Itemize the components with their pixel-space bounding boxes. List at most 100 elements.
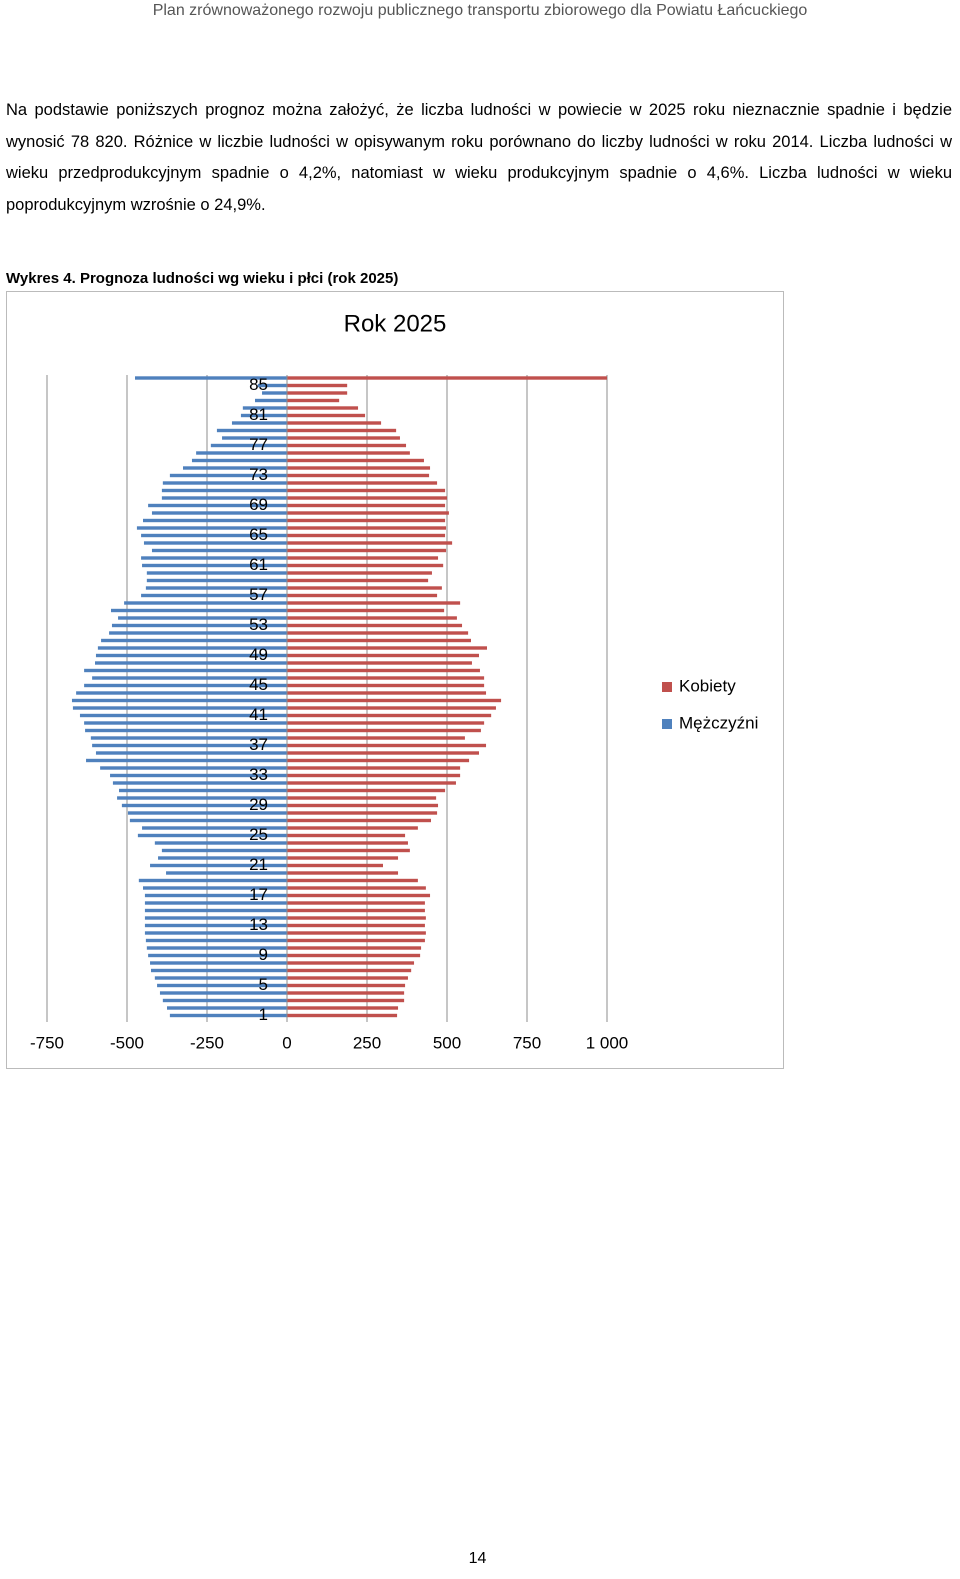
- bar: [141, 533, 287, 538]
- bar: [79, 713, 288, 718]
- bar: [287, 383, 348, 388]
- bar: [141, 556, 287, 560]
- bar: [287, 616, 457, 620]
- bar: [287, 841, 408, 845]
- bar: [95, 661, 287, 665]
- bar: [287, 721, 485, 725]
- bar: [118, 616, 287, 620]
- bar: [151, 968, 287, 973]
- bar: [158, 856, 287, 860]
- bar: [92, 743, 288, 748]
- bar: [97, 646, 287, 650]
- bar: [287, 488, 446, 493]
- bar: [124, 601, 288, 605]
- bar: [76, 691, 288, 695]
- bar: [287, 571, 432, 575]
- bar: [231, 421, 287, 425]
- y-tick-label: 81: [249, 405, 268, 424]
- paragraph: Na podstawie poniższych prognoz można za…: [6, 101, 952, 214]
- bar: [287, 961, 415, 965]
- y-tick-label: 65: [249, 525, 268, 544]
- bar: [287, 991, 405, 995]
- bar: [287, 1006, 399, 1010]
- bar: [119, 788, 287, 793]
- bar: [287, 443, 407, 448]
- y-tick-label: 57: [249, 585, 268, 604]
- bar: [287, 481, 438, 485]
- bar: [84, 721, 288, 725]
- bar: [287, 946, 422, 950]
- bar: [90, 736, 287, 740]
- bar: [287, 796, 437, 800]
- x-tick-label: -250: [190, 1033, 224, 1052]
- y-tick-label: 17: [249, 885, 268, 904]
- bar: [287, 466, 431, 470]
- bar: [287, 473, 430, 478]
- bar: [138, 878, 287, 883]
- chart-title: Rok 2025: [344, 310, 447, 337]
- bar: [162, 481, 287, 485]
- bar: [287, 916, 426, 920]
- bar: [287, 968, 412, 973]
- bar: [112, 781, 287, 785]
- bar: [154, 841, 287, 845]
- bar: [287, 683, 485, 688]
- y-tick-label: 25: [249, 825, 268, 844]
- bar: [137, 833, 287, 838]
- bar: [142, 826, 287, 830]
- chart-frame: [6, 291, 784, 1069]
- bar: [287, 803, 439, 808]
- bar: [287, 788, 446, 793]
- x-tick-label: 1 000: [586, 1033, 629, 1052]
- bar: [287, 548, 447, 553]
- bar: [141, 593, 287, 598]
- bar: [287, 391, 348, 395]
- bar: [255, 398, 287, 403]
- bar: [287, 751, 479, 755]
- bar: [95, 751, 288, 755]
- bar: [287, 398, 340, 403]
- bar: [145, 586, 287, 590]
- bar: [240, 413, 287, 418]
- bar: [287, 668, 480, 673]
- bar: [150, 961, 287, 965]
- x-tick-label: 500: [433, 1033, 461, 1052]
- bar: [151, 511, 287, 515]
- bar: [287, 728, 481, 733]
- bar: [287, 773, 461, 778]
- bar: [287, 526, 447, 530]
- bar: [287, 863, 383, 868]
- bar: [191, 458, 287, 463]
- bar: [100, 766, 288, 770]
- bar: [166, 871, 287, 875]
- bar: [287, 901, 425, 905]
- y-tick-label: 9: [259, 945, 268, 964]
- bar: [145, 938, 287, 943]
- bar: [159, 991, 287, 995]
- bar: [287, 376, 607, 380]
- bar: [148, 503, 287, 508]
- bar: [144, 923, 287, 928]
- bar: [287, 608, 445, 613]
- legend-swatch: [662, 719, 672, 729]
- y-tick-label: 5: [259, 975, 268, 994]
- bar: [287, 758, 470, 763]
- y-tick-label: 41: [249, 705, 268, 724]
- bar: [129, 818, 287, 823]
- y-tick-label: 33: [249, 765, 268, 784]
- bar: [287, 653, 479, 658]
- y-tick-label: 49: [249, 645, 268, 664]
- bar: [169, 1013, 287, 1018]
- x-tick-label: 250: [353, 1033, 381, 1052]
- y-tick-label: 1: [259, 1005, 268, 1024]
- y-tick-label: 29: [249, 795, 268, 814]
- bar: [287, 511, 449, 515]
- chart: Rok 2025 -750 -500 -250 0 250 500 750 1 000 85 81…: [6, 291, 784, 1069]
- bar: [110, 773, 287, 778]
- bar: [135, 376, 287, 380]
- x-tick-label: 750: [513, 1033, 541, 1052]
- bar: [84, 668, 288, 673]
- bar: [287, 631, 469, 635]
- bar: [183, 466, 287, 470]
